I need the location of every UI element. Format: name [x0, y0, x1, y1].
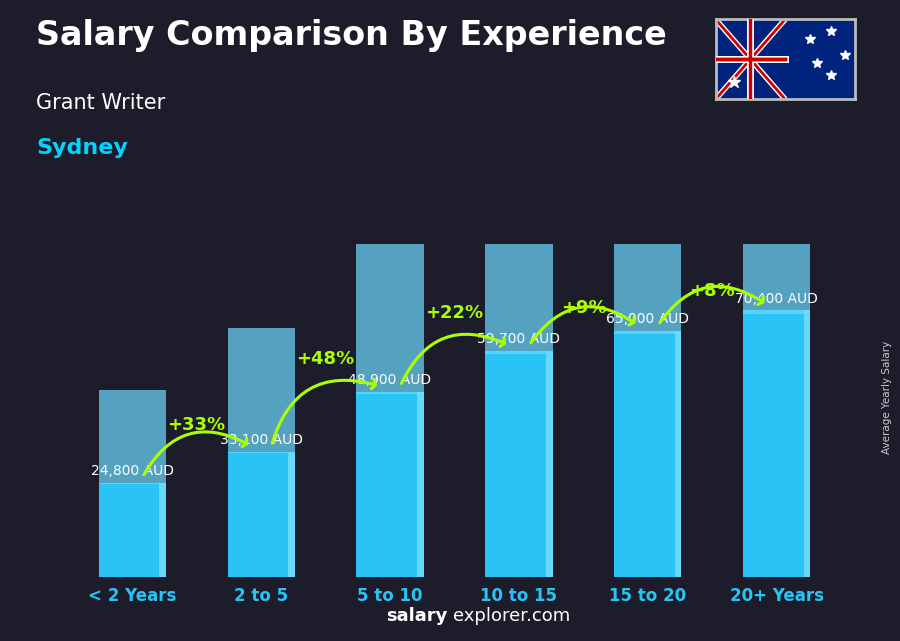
- Text: 24,800 AUD: 24,800 AUD: [91, 465, 174, 478]
- Bar: [485, 351, 553, 577]
- Text: +9%: +9%: [561, 299, 607, 317]
- Text: Grant Writer: Grant Writer: [36, 93, 166, 113]
- Bar: [804, 310, 810, 577]
- Text: +22%: +22%: [426, 304, 483, 322]
- Text: 65,000 AUD: 65,000 AUD: [607, 312, 689, 326]
- Text: Sydney: Sydney: [36, 138, 128, 158]
- Bar: [99, 390, 166, 485]
- Bar: [615, 88, 681, 335]
- Text: 59,700 AUD: 59,700 AUD: [478, 332, 561, 346]
- Bar: [615, 331, 681, 577]
- Text: 48,900 AUD: 48,900 AUD: [348, 373, 432, 387]
- Bar: [743, 310, 810, 577]
- Text: explorer.com: explorer.com: [453, 607, 570, 625]
- Bar: [228, 451, 294, 577]
- Bar: [159, 483, 166, 577]
- Bar: [485, 128, 553, 354]
- Bar: [288, 451, 294, 577]
- Bar: [99, 483, 166, 577]
- Text: 70,400 AUD: 70,400 AUD: [735, 292, 818, 306]
- Bar: [417, 392, 424, 577]
- Bar: [356, 392, 424, 577]
- Text: +33%: +33%: [167, 416, 226, 434]
- Bar: [675, 331, 681, 577]
- Text: salary: salary: [386, 607, 447, 625]
- Bar: [545, 351, 553, 577]
- Text: 33,100 AUD: 33,100 AUD: [220, 433, 302, 447]
- Text: +8%: +8%: [689, 282, 735, 300]
- Text: Average Yearly Salary: Average Yearly Salary: [881, 341, 892, 454]
- Bar: [356, 209, 424, 394]
- Bar: [743, 47, 810, 314]
- Bar: [228, 328, 294, 453]
- Text: +48%: +48%: [296, 351, 355, 369]
- Text: Salary Comparison By Experience: Salary Comparison By Experience: [36, 19, 667, 52]
